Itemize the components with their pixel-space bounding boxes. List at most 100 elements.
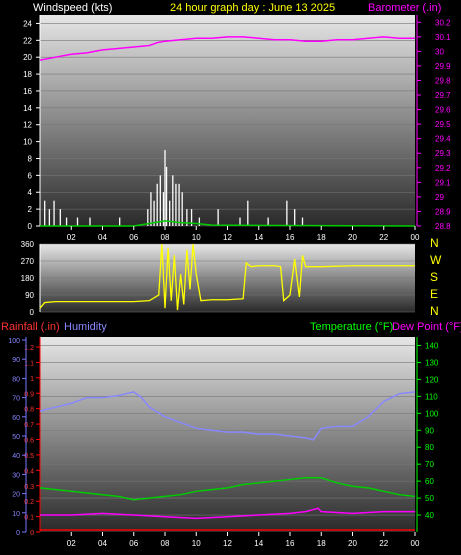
rainfall-tick-label: 0.6 [24,438,34,445]
x-tick-label: 06 [129,539,138,548]
humidity-tick-label: 100 [8,338,20,345]
humidity-axis-label: Humidity [64,321,107,333]
x-tick-label: 16 [286,233,295,242]
x-tick-label: 22 [379,233,388,242]
humidity-tick-label: 70 [12,396,20,403]
wind-tick-label: 20 [23,53,32,62]
direction-tick-label: 360 [21,240,35,249]
dewpoint-axis-label: Dew Point (°F) [392,321,461,333]
barometer-line [39,36,415,61]
compass-label: S [430,270,438,284]
temperature-tick-label: 70 [425,460,434,469]
wind-tick-label: 14 [23,104,32,113]
humidity-tick-label: 20 [12,492,20,499]
temperature-tick-label: 140 [425,341,439,350]
rainfall-tick-label: 0.9 [24,391,34,398]
rainfall-tick-label: 0.4 [24,468,34,475]
compass-label: W [430,253,442,267]
direction-tick-label: 180 [21,274,35,283]
direction-tick-label: 0 [30,308,35,317]
rainfall-axis-label: Rainfall (.in) [1,321,60,333]
barometer-tick-label: 28.9 [435,207,451,216]
temperature-tick-label: 80 [425,443,434,452]
humidity-tick-label: 60 [12,415,20,422]
temperature-tick-label: 60 [425,477,434,486]
rainfall-tick-label: 0.1 [24,515,34,522]
rainfall-tick-label: 0.3 [24,484,34,491]
barometer-tick-label: 30.2 [435,18,451,27]
temp-humidity-panel [40,337,415,532]
rainfall-tick-label: 1.2 [24,345,34,352]
rainfall-tick-label: 1.1 [24,360,34,367]
rainfall-axis-ticks: 0 0.1 0.2 0.3 0.4 0.5 0.6 0.7 0.8 0.9 1 1.1 1.2 [24,337,41,537]
x-tick-label: 10 [192,233,201,242]
temperature-tick-label: 90 [425,426,434,435]
wind-tick-label: 16 [23,87,32,96]
barometer-tick-label: 28.8 [435,222,451,231]
x-tick-label: 04 [98,539,107,548]
wind-gust-bars [44,150,304,226]
temperature-tick-label: 120 [425,375,439,384]
x-tick-label: 10 [192,539,201,548]
direction-line [39,243,415,311]
humidity-tick-label: 90 [12,357,20,364]
wind-tick-label: 22 [23,36,32,45]
barometer-tick-label: 29.4 [435,135,451,144]
barometer-tick-label: 30.1 [435,33,451,42]
rainfall-tick-label: 1 [30,376,34,383]
wind-tick-label: 18 [23,70,32,79]
barometer-tick-label: 29.7 [435,91,451,100]
dewpoint-line [40,507,415,520]
x-tick-label: 22 [379,539,388,548]
temperature-tick-label: 50 [425,494,434,503]
wind-tick-label: 2 [28,205,33,214]
compass-label: N [430,304,439,318]
x-tick-label: 02 [67,233,76,242]
rainfall-tick-label: 0 [30,530,34,537]
temperature-tick-label: 110 [425,392,438,401]
wind-average-line [40,220,416,227]
compass-label: N [430,236,439,250]
x-tick-label: 14 [254,233,263,242]
x-tick-label: 20 [348,539,357,548]
barometer-tick-label: 29.1 [435,178,451,187]
barometer-axis-label: Barometer (.in) [368,2,441,14]
wind-axis-label: Windspeed (kts) [33,2,112,14]
barometer-tick-label: 29.8 [435,76,451,85]
x-tick-label: 00 [411,233,420,242]
x-tick-label: 20 [348,233,357,242]
barometer-tick-label: 30 [435,47,444,56]
wind-baro-grid [40,23,415,227]
x-tick-label: 02 [67,539,76,548]
barometer-tick-label: 29.9 [435,62,451,71]
x-tick-label: 16 [286,539,295,548]
x-tick-label: 18 [317,233,326,242]
temperature-tick-label: 40 [425,511,434,520]
wind-tick-label: 4 [28,188,33,197]
temperature-axis-label: Temperature (°F) [310,321,393,333]
wind-tick-label: 6 [28,171,33,180]
temperature-line [39,476,416,501]
x-tick-label: 18 [317,539,326,548]
barometer-axis-ticks: 28.8 28.9 29 29.1 29.2 29.3 29.4 29.5 29.6 29.7 29… [416,15,451,231]
humidity-tick-label: 0 [16,530,20,537]
wind-baro-panel [40,15,415,226]
temperature-axis-ticks: 40 50 60 70 80 90 100 110 120 130 140 [416,337,439,532]
temp-x-axis-ticks: 02 04 06 08 10 12 14 16 18 20 22 00 [67,532,420,548]
direction-tick-label: 90 [25,291,34,300]
x-tick-label: 04 [98,233,107,242]
direction-tick-label: 270 [21,257,35,266]
temp-humidity-grid [40,345,415,516]
rainfall-tick-label: 0.5 [24,453,34,460]
barometer-tick-label: 29.3 [435,149,451,158]
rainfall-tick-label: 0.7 [24,422,34,429]
humidity-axis-ticks: 0 10 20 30 40 50 60 70 80 90 100 [8,337,27,537]
barometer-tick-label: 29.5 [435,120,451,129]
wind-tick-label: 10 [23,138,32,147]
wind-x-axis-ticks: 02 04 06 08 10 12 14 16 18 20 22 00 [67,226,420,242]
humidity-line [39,391,416,441]
wind-tick-label: 12 [23,121,32,130]
direction-grid [40,243,415,313]
